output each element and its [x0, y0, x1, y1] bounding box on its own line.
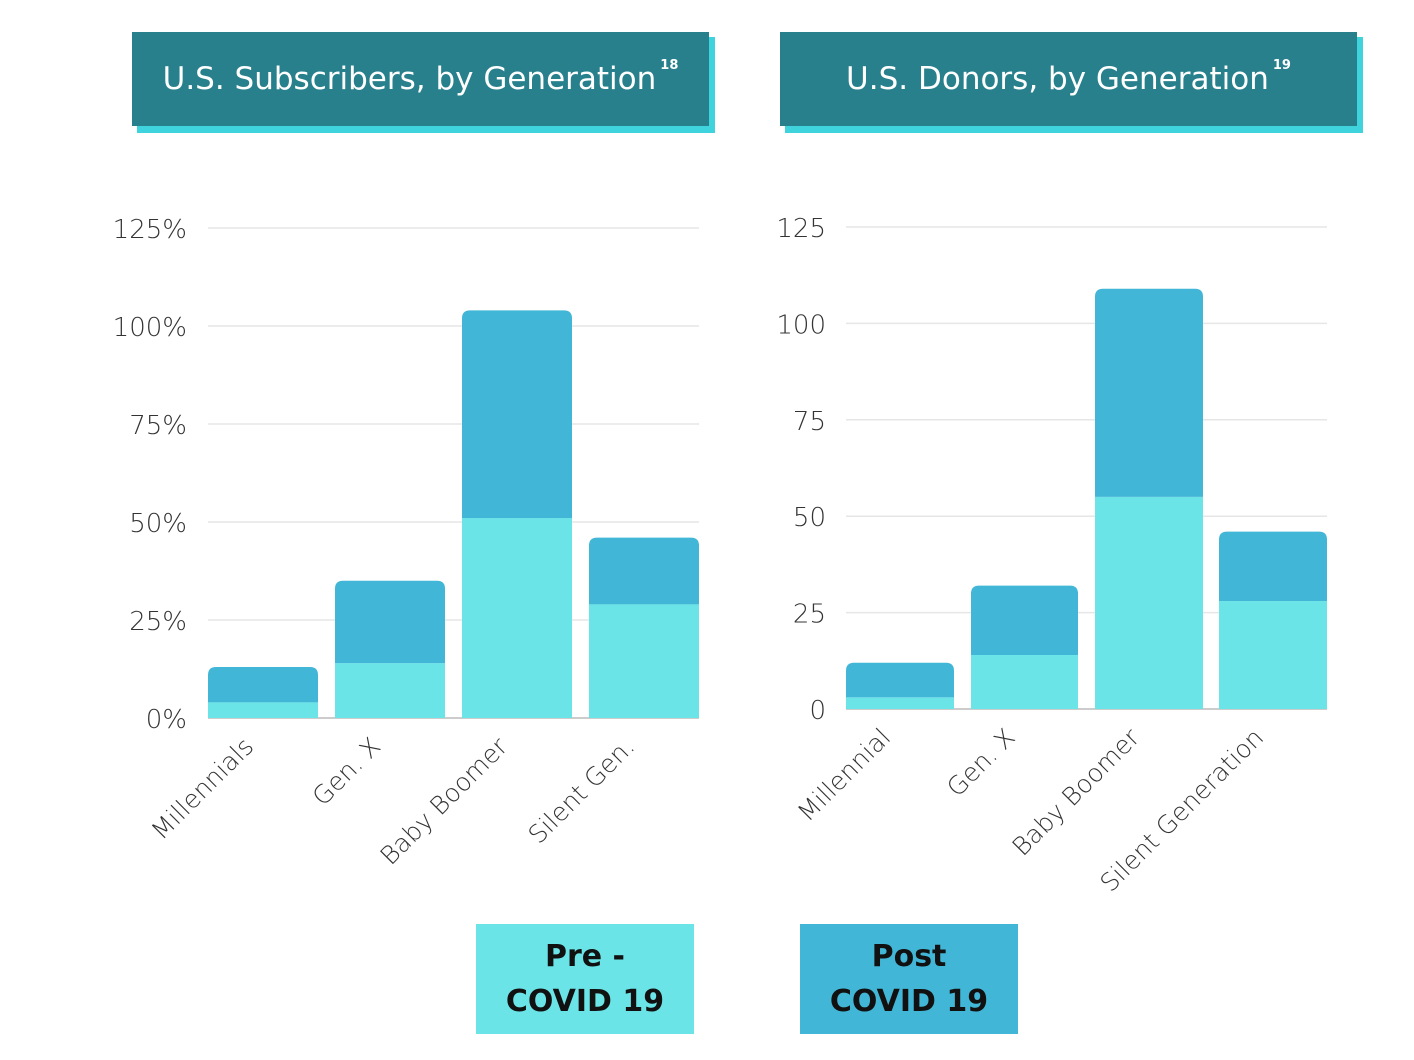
chart2-title: U.S. Donors, by Generation	[846, 61, 1269, 97]
chart1-ytick-label: 125%	[113, 215, 187, 245]
legend-pre-covid: Pre - COVID 19	[476, 924, 694, 1034]
chart1-bar-post	[208, 667, 318, 703]
chart1-ytick-label: 0%	[146, 705, 187, 735]
chart2-ytick-label: 75	[793, 407, 826, 437]
chart1-footnote: 18	[660, 57, 679, 73]
legend-pre-line2: COVID 19	[505, 984, 665, 1019]
chart2-bar-pre	[846, 697, 954, 709]
chart2-bar-post	[846, 662, 954, 698]
chart1-bar-post	[462, 310, 572, 519]
chart2-ytick-label: 50	[793, 503, 826, 533]
chart1-title: U.S. Subscribers, by Generation	[162, 61, 657, 97]
chart2-footnote: 19	[1272, 57, 1291, 73]
chart2-ytick-label: 125	[776, 214, 826, 244]
chart2-ytick-label: 100	[776, 310, 826, 340]
chart1-bar-post	[335, 580, 445, 664]
chart1-ytick-label: 50%	[129, 509, 187, 539]
chart1-bar-post	[589, 537, 699, 605]
chart1-category-label: Baby Boomer	[374, 731, 513, 870]
legend-post-line2: COVID 19	[829, 984, 989, 1019]
chart1-ytick-label: 100%	[113, 313, 187, 343]
chart2-bar-post	[1095, 288, 1203, 497]
legend-post-covid: Post COVID 19	[800, 924, 1018, 1034]
chart2-bar-post	[971, 585, 1078, 656]
chart1-bar-pre	[589, 604, 699, 718]
chart1-ytick-label: 25%	[129, 607, 187, 637]
chart2-ytick-label: 0	[809, 696, 826, 726]
chart2-category-label: Millennial	[792, 723, 896, 827]
chart2-bar-pre	[971, 655, 1078, 709]
chart1-bar-pre	[208, 702, 318, 718]
chart1-ytick-label: 75%	[129, 411, 187, 441]
chart2-bar-pre	[1219, 601, 1327, 709]
chart1-bar-pre	[335, 663, 445, 718]
chart2-category-label: Baby Boomer	[1006, 722, 1145, 861]
legend-post-line1: Post	[871, 939, 947, 974]
chart2-category-label: Gen. X	[941, 723, 1021, 803]
chart1-category-label: Millennials	[146, 732, 260, 846]
chart2-bar-pre	[1095, 496, 1203, 709]
chart2-bar-post	[1219, 531, 1327, 602]
chart1-bar-pre	[462, 518, 572, 718]
legend-pre-line1: Pre -	[544, 939, 626, 974]
chart2-ytick-label: 25	[793, 600, 826, 630]
chart1-category-label: Gen. X	[307, 732, 387, 812]
chart1-category-label: Silent Gen.	[523, 732, 641, 850]
